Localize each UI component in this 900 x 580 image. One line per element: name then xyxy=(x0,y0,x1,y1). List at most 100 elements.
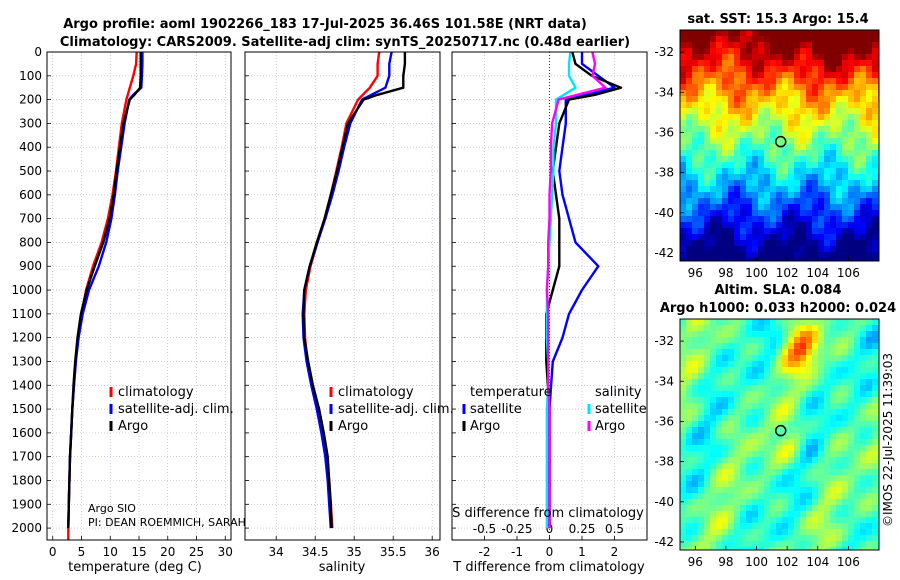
map-cell xyxy=(698,397,705,404)
y-tick-label: 1500 xyxy=(11,402,42,416)
map-cell xyxy=(788,517,795,524)
map-cell xyxy=(794,234,801,241)
map-cell xyxy=(866,186,873,193)
map-cell xyxy=(728,409,735,416)
map-cell xyxy=(764,463,771,470)
y-tick-label: 1900 xyxy=(11,497,42,511)
map-cell xyxy=(704,481,711,488)
map-cell xyxy=(734,433,741,440)
map-cell xyxy=(842,463,849,470)
map-cell xyxy=(716,120,723,127)
map-cell xyxy=(776,54,783,61)
map-cell xyxy=(686,427,693,434)
map-cell xyxy=(704,78,711,85)
map-cell xyxy=(758,240,765,247)
map-cell xyxy=(806,228,813,235)
map-cell xyxy=(788,457,795,464)
legend-label-t-satellite: satellite xyxy=(470,402,522,417)
map-cell xyxy=(698,234,705,241)
map-cell xyxy=(800,355,807,362)
map-cell xyxy=(686,108,693,115)
map-cell xyxy=(866,198,873,205)
map-cell xyxy=(866,210,873,217)
map-cell xyxy=(872,319,879,326)
map-cell xyxy=(854,36,861,43)
map-cell xyxy=(692,186,699,193)
map-cell xyxy=(848,445,855,452)
map-cell xyxy=(722,337,729,344)
map-cell xyxy=(680,451,687,458)
map-cell xyxy=(860,505,867,512)
salinity-grid xyxy=(245,51,440,540)
map-cell xyxy=(830,463,837,470)
map-cell xyxy=(686,319,693,326)
map-cell xyxy=(860,535,867,542)
map-cell xyxy=(866,216,873,223)
map-cell xyxy=(680,349,687,356)
map-cell xyxy=(710,246,717,253)
map-cell xyxy=(722,451,729,458)
map-cell xyxy=(704,60,711,67)
difference-series xyxy=(545,52,623,529)
map-cell xyxy=(794,120,801,127)
map-cell xyxy=(704,84,711,91)
map-cell xyxy=(740,355,747,362)
map-cell xyxy=(770,463,777,470)
map-cell xyxy=(794,132,801,139)
map-cell xyxy=(866,36,873,43)
map-cell xyxy=(830,391,837,398)
map-cell xyxy=(680,162,687,169)
map-cell xyxy=(782,42,789,49)
map-cell xyxy=(716,481,723,488)
map-cell xyxy=(830,192,837,199)
map-cell xyxy=(764,475,771,482)
map-cell xyxy=(722,349,729,356)
map-cell xyxy=(866,78,873,85)
map-cell xyxy=(818,517,825,524)
map-cell xyxy=(686,258,693,261)
map-cell xyxy=(830,198,837,205)
map-cell xyxy=(818,234,825,241)
map-cell xyxy=(716,331,723,338)
map-cell xyxy=(764,30,771,37)
map-cell xyxy=(854,439,861,446)
map-cell xyxy=(812,60,819,67)
map-cell xyxy=(788,379,795,386)
map-cell xyxy=(848,84,855,91)
map-cell xyxy=(734,547,741,550)
map-cell xyxy=(836,180,843,187)
sla-map-title-line1: Altim. SLA: 0.084 xyxy=(715,283,842,298)
map-cell xyxy=(740,138,747,145)
map-cell xyxy=(716,475,723,482)
map-cell xyxy=(794,150,801,157)
map-cell xyxy=(728,529,735,536)
map-cell xyxy=(716,162,723,169)
map-cell xyxy=(728,162,735,169)
map-cell xyxy=(716,234,723,241)
map-cell xyxy=(842,186,849,193)
map-cell xyxy=(734,240,741,247)
map-cell xyxy=(710,228,717,235)
map-cell xyxy=(806,373,813,380)
map-cell xyxy=(704,240,711,247)
map-cell xyxy=(746,379,753,386)
map-cell xyxy=(698,252,705,259)
map-cell xyxy=(746,126,753,133)
map-cell xyxy=(830,325,837,332)
map-cell xyxy=(698,439,705,446)
map-cell xyxy=(686,415,693,422)
map-cell xyxy=(716,457,723,464)
map-cell xyxy=(764,343,771,350)
map-cell xyxy=(836,84,843,91)
map-cell xyxy=(806,216,813,223)
map-cell xyxy=(692,204,699,211)
map-cell xyxy=(698,337,705,344)
map-cell xyxy=(776,457,783,464)
map-cell xyxy=(752,186,759,193)
map-cell xyxy=(782,216,789,223)
map-cell xyxy=(836,397,843,404)
map-cell xyxy=(764,535,771,542)
map-cell xyxy=(716,210,723,217)
map-cell xyxy=(764,84,771,91)
map-cell xyxy=(812,54,819,61)
